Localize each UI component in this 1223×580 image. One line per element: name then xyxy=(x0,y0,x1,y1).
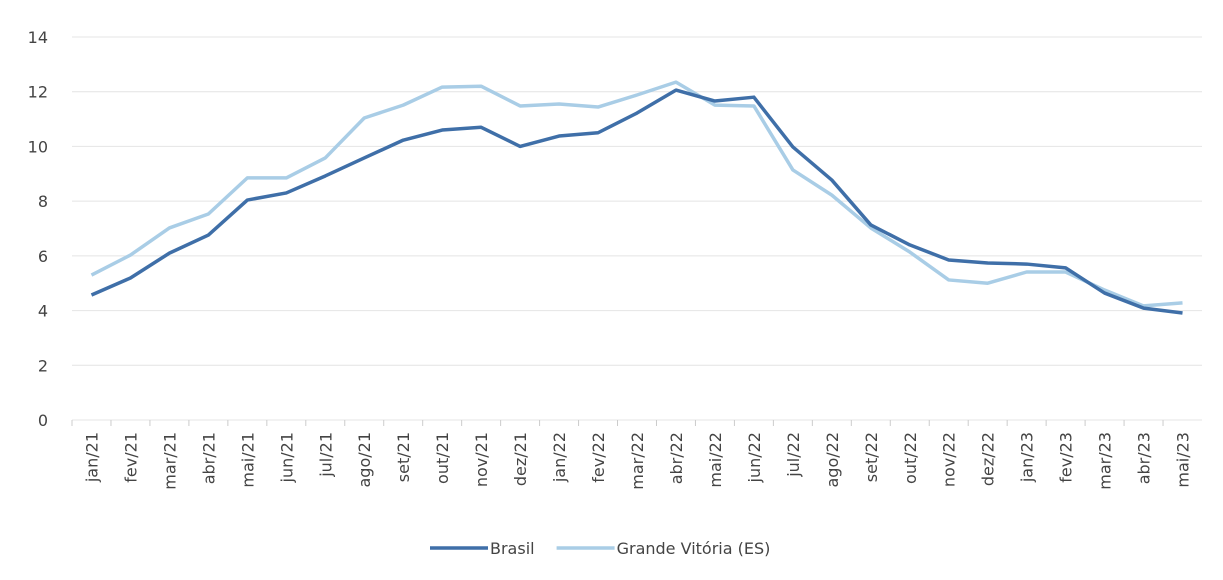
x-tick-label: jun/22 xyxy=(745,432,764,483)
y-tick-label: 4 xyxy=(38,302,48,321)
x-tick-label: jan/22 xyxy=(550,432,569,483)
y-tick-label: 12 xyxy=(28,83,48,102)
y-tick-label: 6 xyxy=(38,247,48,266)
x-tick-label: fev/21 xyxy=(121,432,140,483)
x-tick-label: jan/23 xyxy=(1018,432,1037,483)
x-tick-label: mar/21 xyxy=(160,432,179,490)
y-tick-label: 8 xyxy=(38,192,48,211)
x-tick-label: dez/22 xyxy=(979,432,998,486)
x-tick-label: out/22 xyxy=(901,432,920,484)
x-tick-label: fev/23 xyxy=(1057,432,1076,483)
x-tick-label: nov/22 xyxy=(940,432,959,487)
x-tick-label: mar/23 xyxy=(1096,432,1115,490)
x-tick-label: abr/21 xyxy=(199,432,218,484)
x-tick-label: mai/22 xyxy=(706,432,725,488)
legend-label: Grande Vitória (ES) xyxy=(617,539,771,558)
x-tick-label: jun/21 xyxy=(277,432,296,483)
x-tick-label: mai/23 xyxy=(1174,432,1193,488)
y-tick-label: 10 xyxy=(28,137,48,156)
x-tick-label: nov/21 xyxy=(472,432,491,487)
x-tick-label: dez/21 xyxy=(511,432,530,486)
x-tick-label: out/21 xyxy=(433,432,452,484)
y-tick-label: 2 xyxy=(38,356,48,375)
x-tick-label: jul/22 xyxy=(784,432,803,478)
x-tick-label: abr/22 xyxy=(667,432,686,484)
x-tick-label: mar/22 xyxy=(628,432,647,490)
x-tick-label: ago/22 xyxy=(823,432,842,488)
x-tick-label: mai/21 xyxy=(238,432,257,488)
x-tick-label: set/22 xyxy=(862,432,881,482)
series-line xyxy=(90,88,1183,315)
x-tick-label: abr/23 xyxy=(1135,432,1154,484)
x-tick-label: fev/22 xyxy=(589,432,608,483)
x-tick-label: ago/21 xyxy=(355,432,374,488)
series-line xyxy=(90,80,1183,308)
legend-label: Brasil xyxy=(490,539,535,558)
y-tick-label: 0 xyxy=(38,411,48,430)
x-tick-label: jul/21 xyxy=(316,432,335,478)
y-tick-label: 14 xyxy=(28,28,48,47)
x-tick-label: jan/21 xyxy=(82,432,101,483)
x-tick-label: set/21 xyxy=(394,432,413,482)
